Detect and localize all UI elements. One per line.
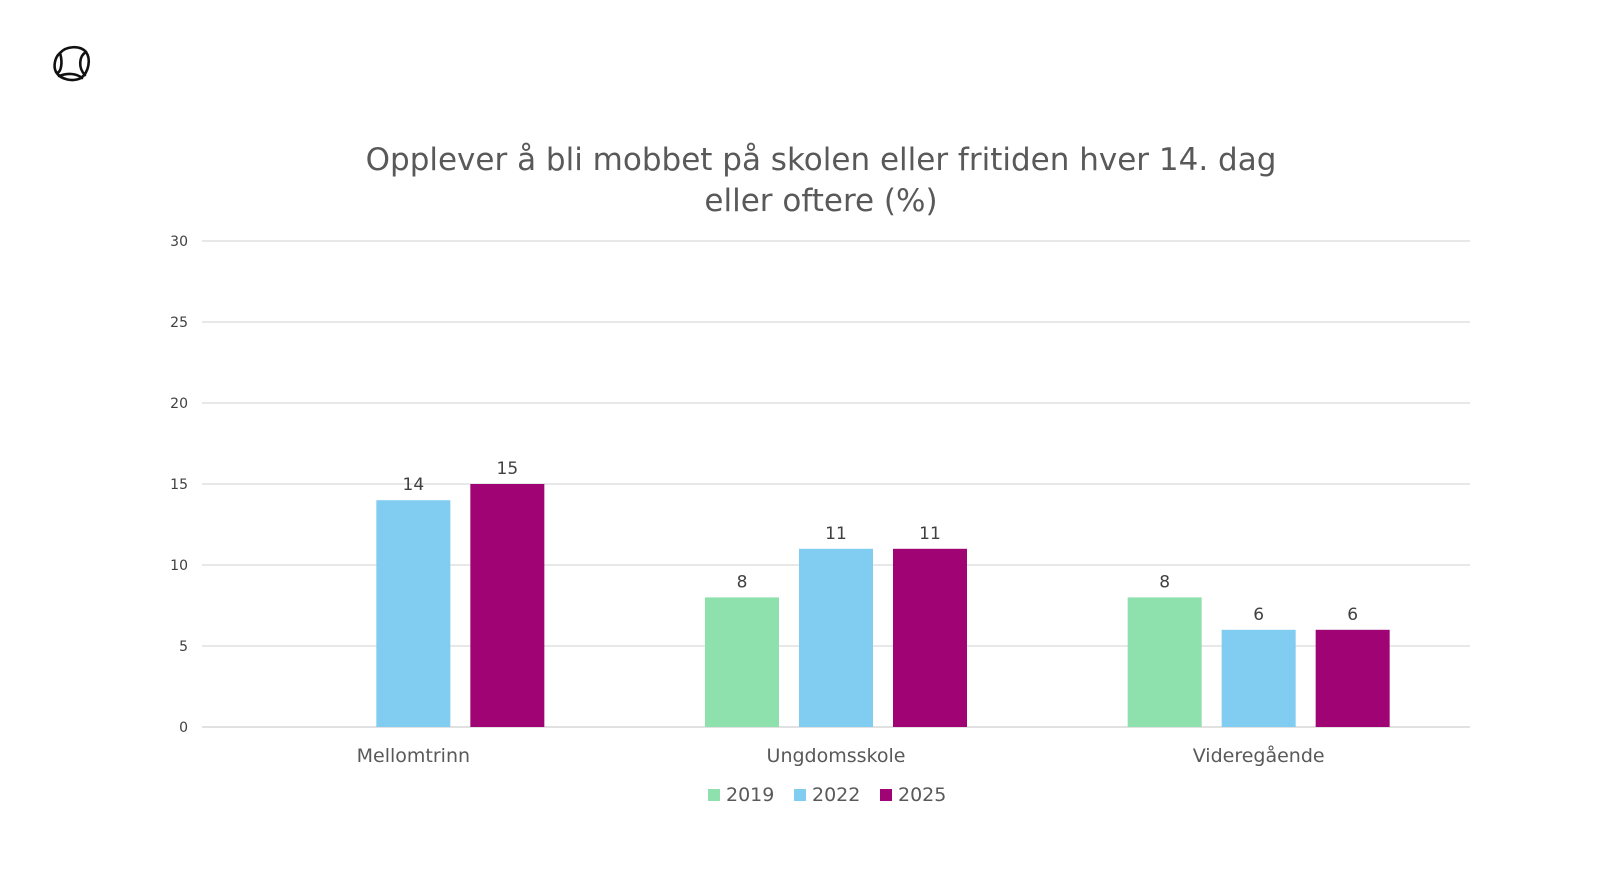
x-category-label: Videregående (1193, 744, 1325, 767)
data-label: 14 (403, 475, 425, 495)
y-tick-label: 10 (170, 558, 188, 574)
bar (1127, 597, 1202, 727)
chart-title: Opplever å bli mobbet på skolen eller fr… (366, 142, 1277, 219)
bar (893, 548, 967, 727)
y-tick-label: 15 (170, 477, 188, 493)
bar (470, 484, 545, 727)
bar (1315, 629, 1390, 727)
bar (376, 500, 451, 727)
y-tick-label: 20 (170, 396, 188, 412)
y-tick-label: 25 (170, 315, 188, 331)
x-category-label: Ungdomsskole (767, 745, 906, 767)
data-label: 6 (1347, 605, 1358, 625)
legend-label: 2019 (726, 784, 774, 806)
data-label: 11 (919, 524, 941, 544)
y-tick-label: 0 (179, 720, 188, 736)
circle-knot-logo-icon (53, 45, 91, 82)
bar (1221, 629, 1296, 727)
legend: 2019 2022 2025 (708, 784, 946, 806)
x-axis: Mellomtrinn Ungdomsskole Videregående (357, 744, 1325, 767)
legend-swatch (708, 789, 720, 801)
data-label: 6 (1253, 605, 1264, 625)
legend-label: 2022 (812, 784, 860, 806)
y-tick-label: 5 (179, 639, 188, 655)
bars (376, 484, 1390, 727)
data-label: 11 (825, 524, 847, 544)
data-label: 15 (497, 459, 519, 479)
data-label: 8 (1159, 572, 1170, 592)
data-label: 8 (737, 572, 748, 592)
legend-swatch (794, 789, 806, 801)
y-axis: 0 5 10 15 20 25 30 (170, 234, 188, 736)
data-labels: 14 15 8 11 11 8 6 6 (403, 459, 1359, 625)
legend-swatch (880, 789, 892, 801)
y-tick-label: 30 (170, 234, 188, 250)
bar (799, 548, 873, 727)
x-category-label: Mellomtrinn (357, 745, 470, 767)
legend-label: 2025 (898, 784, 946, 806)
chart-title-line-1: Opplever å bli mobbet på skolen eller fr… (366, 142, 1277, 178)
bar (705, 597, 779, 727)
chart-title-line-2: eller oftere (%) (704, 183, 937, 219)
